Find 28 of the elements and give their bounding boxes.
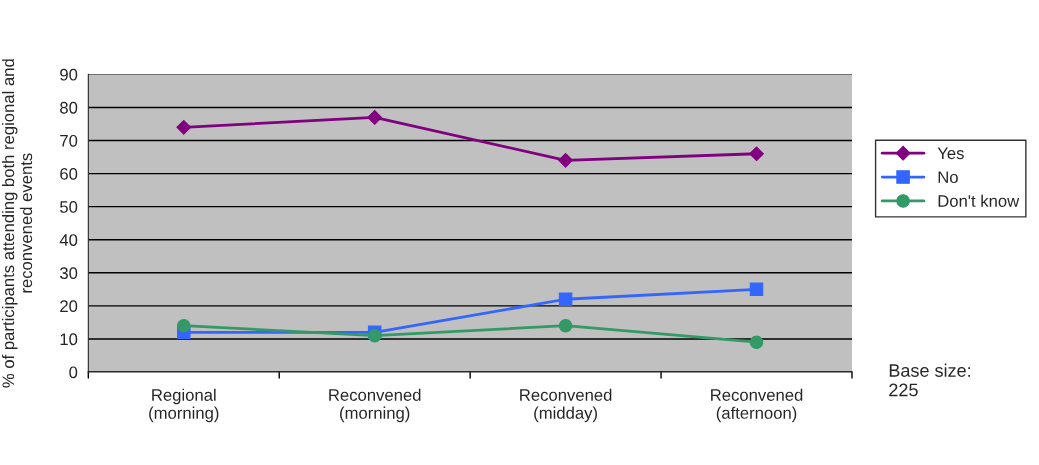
y-tick-label: 50: [60, 201, 78, 213]
point: [176, 119, 192, 135]
point: [558, 152, 573, 168]
x-tick-label: Reconvened (afternoon): [711, 388, 803, 423]
x-tick-label: Reconvened (morning): [329, 388, 421, 423]
point: [558, 292, 573, 307]
y-tick-label: 70: [60, 134, 78, 147]
legend-label: Don't know: [938, 194, 1020, 207]
y-tick-label: 80: [60, 101, 78, 114]
point: [558, 318, 573, 333]
point: [749, 146, 764, 162]
y-tick-label: 20: [60, 300, 78, 313]
y-tick-label: 10: [60, 333, 78, 346]
y-tick-label: 40: [59, 234, 78, 246]
point: [749, 335, 764, 350]
point: [749, 282, 764, 297]
legend-label: No: [938, 171, 958, 184]
y-tick-label: 60: [60, 168, 78, 180]
x-tick-label: Regional (morning): [149, 388, 219, 423]
x-tick-label: Reconvened (midday): [520, 388, 612, 423]
y-axis-title: % of participants attending both regional and reconvened events: [1, 59, 33, 388]
text: Base size: 225: [889, 363, 970, 397]
y-tick-label: 30: [60, 267, 78, 279]
point: [177, 318, 191, 333]
legend-label: Yes: [937, 147, 964, 160]
y-tick-label: 0: [69, 366, 78, 379]
y-tick-label: 90: [60, 68, 78, 81]
point: [367, 109, 383, 125]
